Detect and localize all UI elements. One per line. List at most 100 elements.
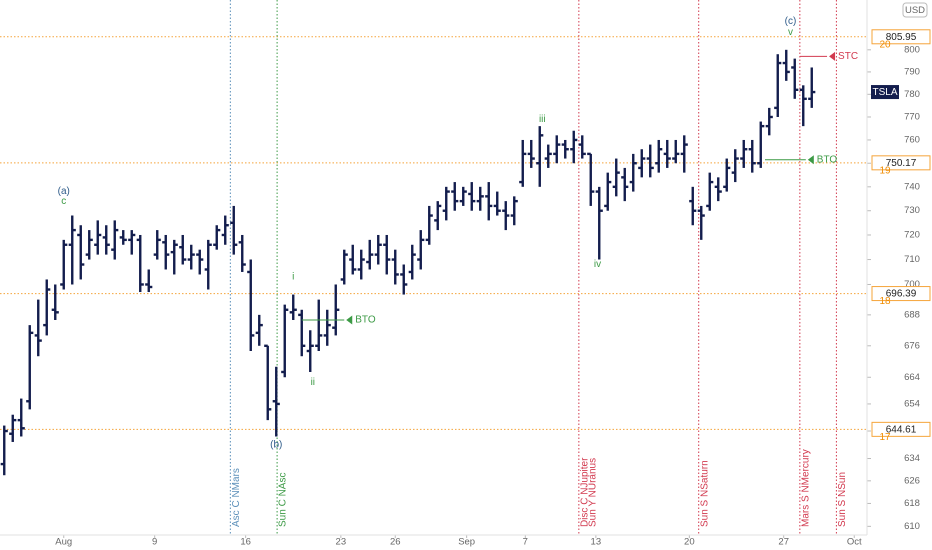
ohlc-bar xyxy=(68,215,76,285)
y-tick-label: 626 xyxy=(904,475,920,486)
event-label: Sun S NSun xyxy=(837,472,848,527)
level-index: 19 xyxy=(879,165,891,176)
ohlc-bar xyxy=(502,201,510,231)
y-tick-label: 730 xyxy=(904,205,920,216)
x-tick-label: 27 xyxy=(778,537,789,548)
ohlc-bar xyxy=(179,234,187,265)
ohlc-bar xyxy=(221,215,229,245)
y-tick-label: 800 xyxy=(904,44,920,55)
ohlc-bar xyxy=(808,67,816,108)
ohlc-bar xyxy=(17,398,25,437)
ohlc-bar xyxy=(638,149,646,178)
ohlc-bar xyxy=(434,201,442,231)
ohlc-bar xyxy=(476,186,484,211)
ohlc-bar xyxy=(748,139,756,173)
ohlc-bar xyxy=(366,239,374,270)
ohlc-bar xyxy=(383,234,391,275)
y-tick-label: 780 xyxy=(904,89,920,100)
wave-label: ii xyxy=(311,377,315,388)
ohlc-bar xyxy=(60,239,68,290)
ohlc-bar xyxy=(672,139,680,164)
ohlc-bar xyxy=(544,144,552,168)
ohlc-bar xyxy=(187,244,195,270)
event-label: Mars S NMercury xyxy=(800,449,811,527)
ohlc-bar xyxy=(264,344,272,421)
y-tick-label: 710 xyxy=(904,254,920,265)
signal-label: BTO xyxy=(817,154,838,165)
ohlc-bar xyxy=(323,309,331,346)
ohlc-bar xyxy=(145,269,153,293)
ohlc-bar xyxy=(451,182,459,211)
ohlc-bar xyxy=(689,186,697,226)
wave-label: (c) xyxy=(785,16,797,27)
ohlc-bar xyxy=(459,186,467,206)
x-tick-label: 9 xyxy=(152,537,157,548)
ohlc-bar xyxy=(680,135,688,173)
wave-label: c xyxy=(61,196,66,207)
signal-arrow xyxy=(807,155,814,165)
ohlc-bar xyxy=(111,220,119,260)
ohlc-bar xyxy=(306,330,314,372)
wave-label: v xyxy=(788,27,793,38)
x-tick-label: 13 xyxy=(591,537,602,548)
ohlc-bar xyxy=(374,234,382,265)
signal-label: BTO xyxy=(355,315,376,326)
ohlc-bar xyxy=(791,58,799,99)
wave-label: iii xyxy=(539,114,546,125)
ohlc-bar xyxy=(587,152,595,206)
event-label: Sun Y NUranus xyxy=(587,458,598,527)
ohlc-bar xyxy=(298,309,306,357)
level-index: 20 xyxy=(879,39,891,50)
event-label: Disc C NJupiter xyxy=(579,457,590,527)
x-tick-label: 26 xyxy=(390,537,401,548)
ohlc-bar xyxy=(655,139,663,173)
ohlc-bar xyxy=(204,239,212,290)
ohlc-bar xyxy=(340,249,348,285)
currency: USD xyxy=(905,5,925,16)
level-price: 696.39 xyxy=(886,289,917,300)
y-tick-label: 720 xyxy=(904,229,920,240)
event-label: Asc C NMars xyxy=(231,468,242,527)
y-tick-label: 770 xyxy=(904,111,920,122)
symbol-label: TSLA xyxy=(872,87,897,98)
ohlc-bar xyxy=(519,139,527,187)
level-price: 805.95 xyxy=(886,32,917,43)
ohlc-bar xyxy=(782,49,790,81)
ohlc-bar xyxy=(765,107,773,136)
ohlc-bar xyxy=(230,205,238,255)
ohlc-bar xyxy=(417,230,425,270)
ohlc-bar xyxy=(357,249,365,280)
ohlc-bar xyxy=(697,205,705,240)
y-tick-label: 654 xyxy=(904,398,920,409)
symbol-box xyxy=(871,85,899,100)
signal-arrow xyxy=(829,51,836,61)
x-tick-label: Oct xyxy=(847,537,862,548)
ohlc-bar xyxy=(408,244,416,280)
ohlc-bar xyxy=(629,153,637,192)
x-tick-label: Aug xyxy=(55,537,72,548)
x-tick-label: 20 xyxy=(684,537,695,548)
ohlc-bar xyxy=(26,325,34,410)
y-tick-label: 790 xyxy=(904,66,920,77)
x-tick-label: Sep xyxy=(458,537,475,548)
ohlc-bar xyxy=(51,284,59,320)
event-label: Sun C NAsc xyxy=(278,473,289,527)
ohlc-bar xyxy=(485,182,493,221)
y-tick-label: 740 xyxy=(904,181,920,192)
x-tick-label: 23 xyxy=(336,537,347,548)
y-tick-label: 610 xyxy=(904,521,920,532)
ohlc-bar xyxy=(162,234,170,270)
ohlc-bar xyxy=(0,425,8,476)
y-tick-label: 688 xyxy=(904,309,920,320)
ohlc-bar xyxy=(170,239,178,275)
ohlc-bar xyxy=(247,259,255,351)
y-tick-label: 700 xyxy=(904,279,920,290)
level-price-box xyxy=(871,29,931,45)
y-tick-label: 760 xyxy=(904,134,920,145)
ohlc-bar xyxy=(43,279,51,336)
ohlc-bar xyxy=(34,299,42,357)
signal-arrow xyxy=(346,315,353,325)
ohlc-bar xyxy=(119,230,127,245)
ohlc-bar xyxy=(553,135,561,164)
x-tick-label: 16 xyxy=(240,537,251,548)
